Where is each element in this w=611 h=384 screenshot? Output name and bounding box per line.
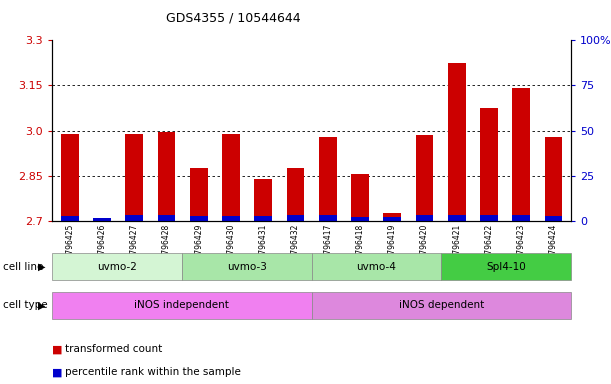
Text: ▶: ▶ bbox=[38, 262, 45, 272]
Text: GDS4355 / 10544644: GDS4355 / 10544644 bbox=[166, 12, 301, 25]
Bar bbox=[125, 134, 143, 221]
Bar bbox=[125, 215, 143, 221]
Bar bbox=[480, 215, 498, 221]
Bar bbox=[544, 137, 562, 221]
Bar bbox=[415, 215, 433, 221]
Bar bbox=[544, 216, 562, 221]
Bar bbox=[93, 218, 111, 221]
Text: cell line: cell line bbox=[3, 262, 43, 272]
Bar bbox=[448, 215, 466, 221]
Text: ■: ■ bbox=[52, 344, 62, 354]
Text: uvmo-3: uvmo-3 bbox=[227, 262, 266, 272]
Text: cell type: cell type bbox=[3, 300, 48, 310]
Bar bbox=[158, 215, 175, 221]
Bar bbox=[93, 218, 111, 221]
Bar bbox=[61, 134, 79, 221]
Bar bbox=[158, 132, 175, 221]
Text: iNOS independent: iNOS independent bbox=[134, 300, 229, 310]
Bar bbox=[254, 216, 272, 221]
Text: ▶: ▶ bbox=[38, 300, 45, 310]
Bar bbox=[254, 179, 272, 221]
Bar bbox=[287, 215, 304, 221]
Text: uvmo-4: uvmo-4 bbox=[357, 262, 397, 272]
Text: Spl4-10: Spl4-10 bbox=[486, 262, 526, 272]
Bar bbox=[383, 217, 401, 221]
Bar bbox=[415, 135, 433, 221]
Bar bbox=[513, 215, 530, 221]
Text: uvmo-2: uvmo-2 bbox=[97, 262, 137, 272]
Bar bbox=[222, 134, 240, 221]
Bar bbox=[480, 108, 498, 221]
Text: transformed count: transformed count bbox=[65, 344, 163, 354]
Bar bbox=[351, 174, 369, 221]
Bar bbox=[383, 213, 401, 221]
Bar bbox=[190, 216, 208, 221]
Text: ■: ■ bbox=[52, 367, 62, 377]
Text: percentile rank within the sample: percentile rank within the sample bbox=[65, 367, 241, 377]
Bar bbox=[513, 88, 530, 221]
Text: iNOS dependent: iNOS dependent bbox=[399, 300, 484, 310]
Bar bbox=[448, 63, 466, 221]
Bar bbox=[287, 168, 304, 221]
Bar bbox=[351, 217, 369, 221]
Bar bbox=[190, 168, 208, 221]
Bar bbox=[319, 215, 337, 221]
Bar bbox=[222, 216, 240, 221]
Bar bbox=[319, 137, 337, 221]
Bar bbox=[61, 216, 79, 221]
